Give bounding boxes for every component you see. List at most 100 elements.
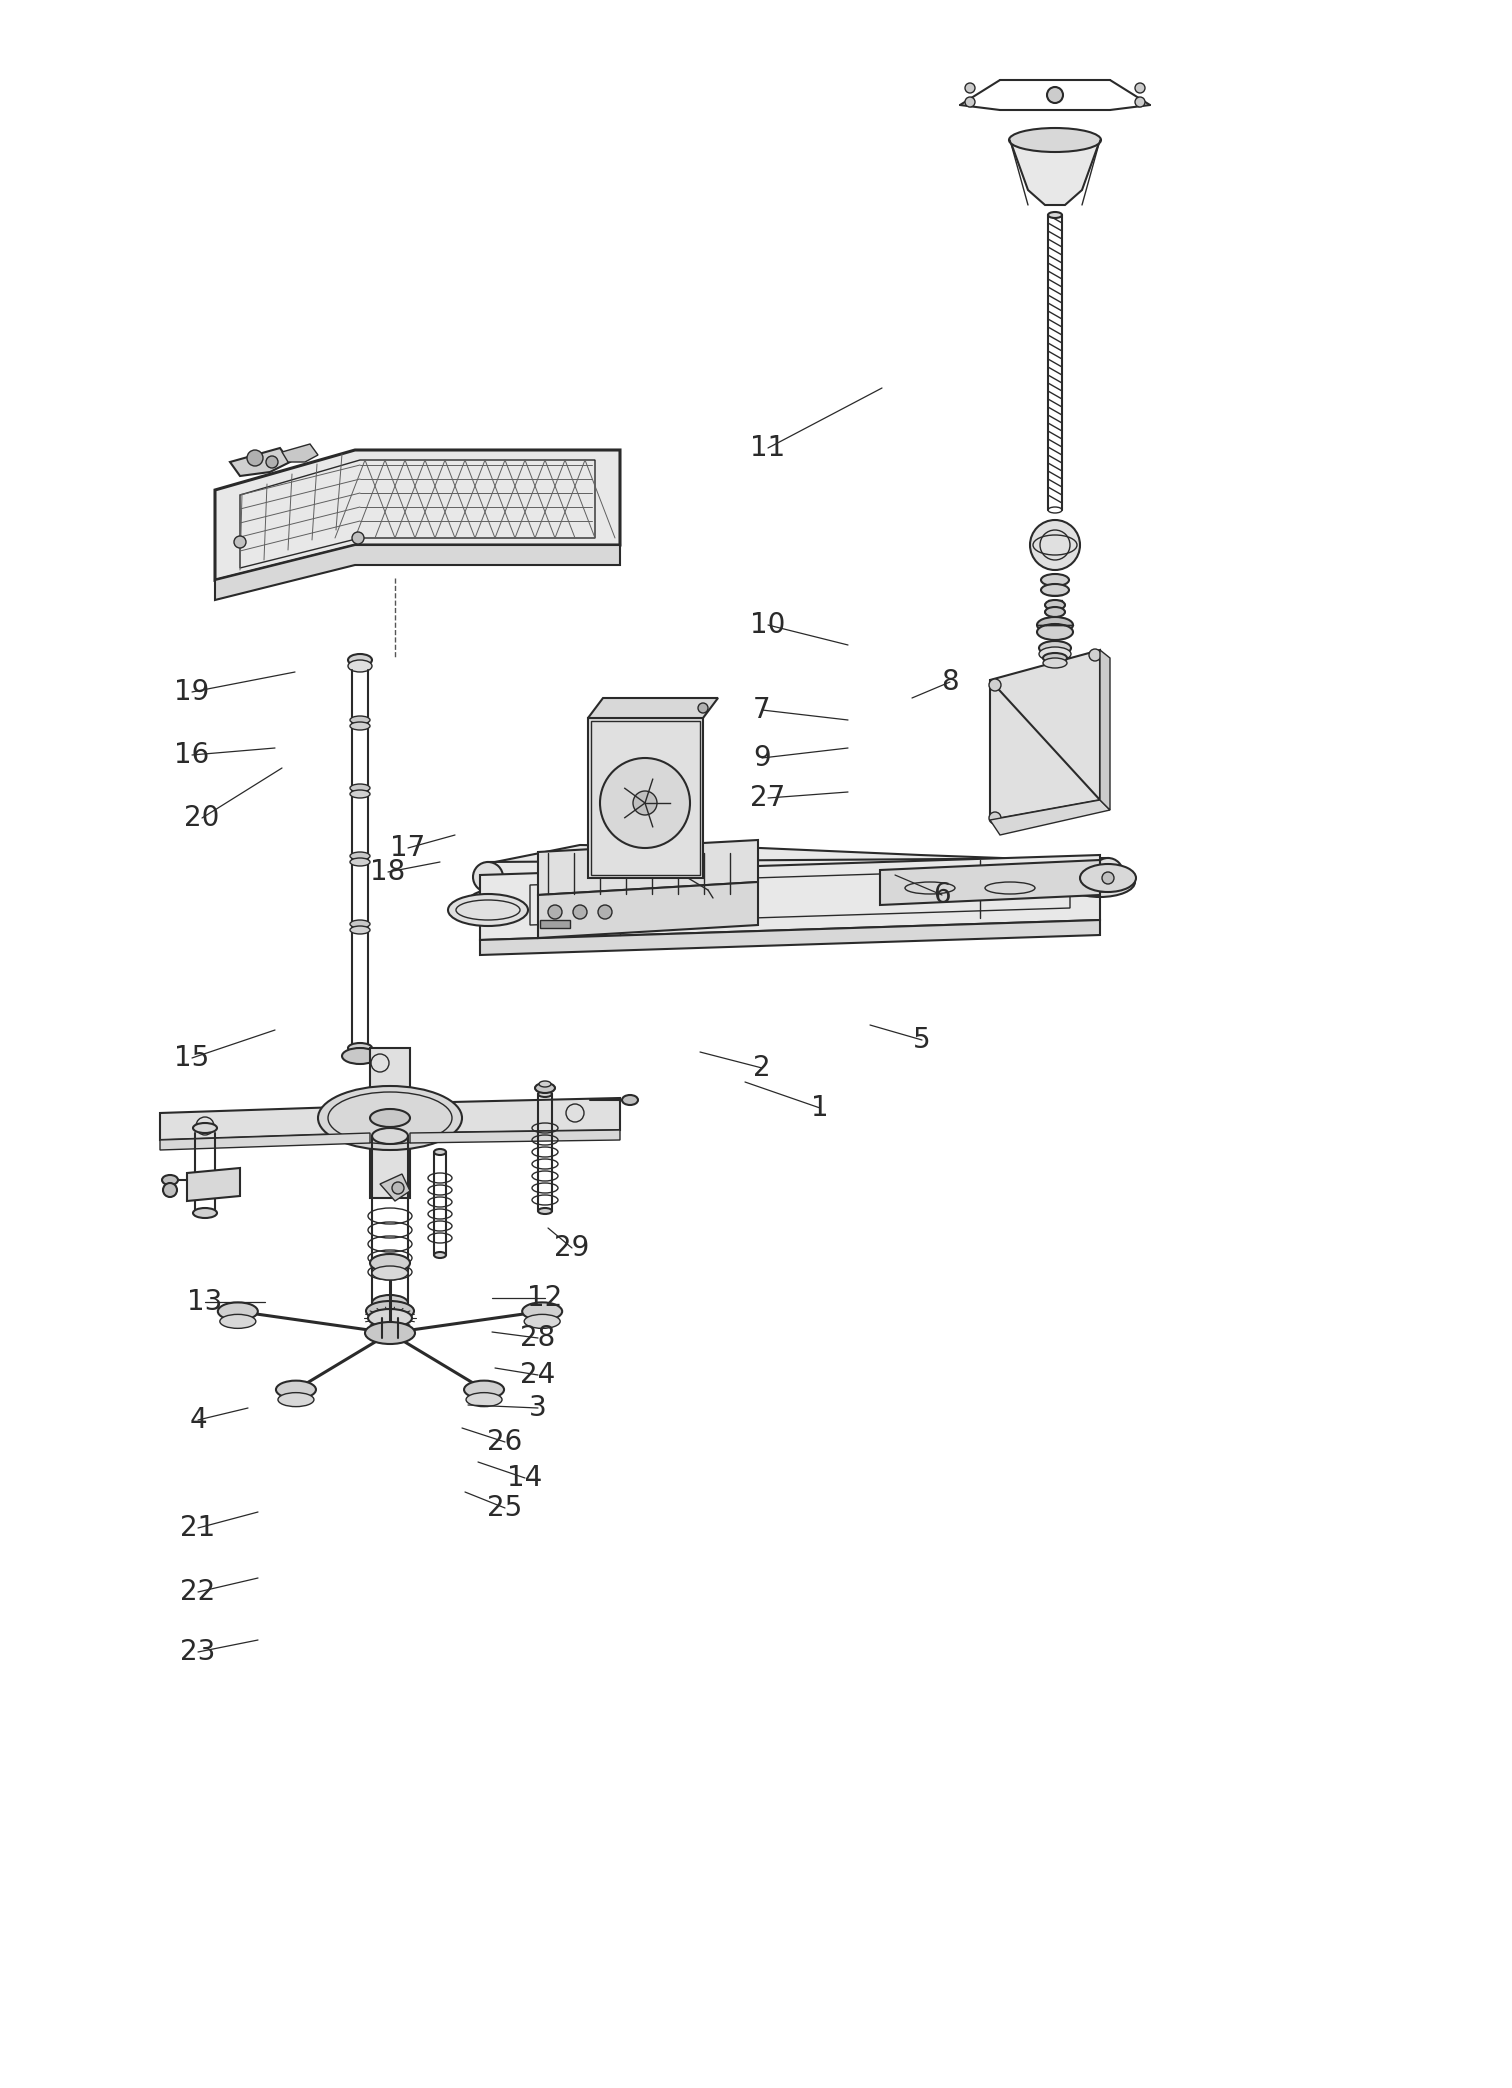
Ellipse shape <box>538 1209 552 1213</box>
Polygon shape <box>283 445 318 461</box>
Ellipse shape <box>1037 616 1074 633</box>
Ellipse shape <box>349 858 370 867</box>
Polygon shape <box>479 846 1110 892</box>
Ellipse shape <box>372 1265 408 1280</box>
Ellipse shape <box>349 722 370 731</box>
Ellipse shape <box>1030 520 1080 570</box>
Text: 11: 11 <box>750 434 786 461</box>
Polygon shape <box>990 800 1110 835</box>
Polygon shape <box>479 854 1101 940</box>
Ellipse shape <box>599 904 612 919</box>
Ellipse shape <box>525 1313 559 1328</box>
Polygon shape <box>410 1130 620 1142</box>
Text: 20: 20 <box>184 804 219 831</box>
Ellipse shape <box>1080 864 1136 892</box>
Ellipse shape <box>1043 658 1067 668</box>
Polygon shape <box>880 860 1101 904</box>
Ellipse shape <box>1040 574 1069 587</box>
Ellipse shape <box>600 758 689 848</box>
Polygon shape <box>187 1167 240 1201</box>
Bar <box>588 718 703 877</box>
Polygon shape <box>160 1134 370 1150</box>
Ellipse shape <box>194 1209 218 1217</box>
Ellipse shape <box>219 1313 256 1328</box>
Ellipse shape <box>466 887 555 923</box>
Polygon shape <box>230 449 290 476</box>
Text: 8: 8 <box>940 668 959 695</box>
Ellipse shape <box>434 1148 446 1155</box>
Ellipse shape <box>348 1044 372 1052</box>
Ellipse shape <box>194 1123 218 1134</box>
Polygon shape <box>990 649 1101 821</box>
Ellipse shape <box>349 852 370 860</box>
Ellipse shape <box>349 921 370 927</box>
Ellipse shape <box>1093 858 1123 887</box>
Text: 25: 25 <box>487 1495 523 1522</box>
Polygon shape <box>215 451 620 580</box>
Ellipse shape <box>965 84 975 94</box>
Polygon shape <box>215 545 620 599</box>
Text: 6: 6 <box>933 881 951 908</box>
Polygon shape <box>479 921 1101 954</box>
Ellipse shape <box>349 789 370 798</box>
Ellipse shape <box>370 1109 410 1128</box>
Text: 13: 13 <box>187 1288 222 1315</box>
Ellipse shape <box>246 451 263 466</box>
Polygon shape <box>1010 140 1101 205</box>
Ellipse shape <box>234 537 246 547</box>
Ellipse shape <box>547 904 562 919</box>
Text: 4: 4 <box>189 1405 207 1434</box>
Polygon shape <box>488 858 1108 892</box>
Bar <box>591 720 700 875</box>
Ellipse shape <box>278 1393 314 1407</box>
Polygon shape <box>370 1134 410 1199</box>
Ellipse shape <box>348 654 372 666</box>
Ellipse shape <box>1045 599 1064 610</box>
Ellipse shape <box>163 1184 177 1196</box>
Ellipse shape <box>1089 649 1101 662</box>
Ellipse shape <box>989 679 1001 691</box>
Polygon shape <box>370 1048 410 1102</box>
Ellipse shape <box>466 1393 502 1407</box>
Ellipse shape <box>1064 867 1136 898</box>
Ellipse shape <box>372 1128 408 1144</box>
Text: 5: 5 <box>913 1025 931 1054</box>
Ellipse shape <box>538 1092 552 1096</box>
Ellipse shape <box>989 812 1001 825</box>
Ellipse shape <box>535 1084 555 1092</box>
Ellipse shape <box>573 904 587 919</box>
Ellipse shape <box>1045 608 1064 616</box>
Ellipse shape <box>634 791 658 814</box>
Text: 7: 7 <box>753 695 771 725</box>
Ellipse shape <box>318 1086 463 1150</box>
Polygon shape <box>1101 649 1110 810</box>
Text: 16: 16 <box>174 741 210 768</box>
Ellipse shape <box>1009 127 1101 152</box>
Polygon shape <box>538 881 758 938</box>
Ellipse shape <box>364 1322 414 1345</box>
Text: 29: 29 <box>555 1234 590 1261</box>
Ellipse shape <box>348 660 372 672</box>
Text: 22: 22 <box>180 1579 216 1606</box>
Text: 24: 24 <box>520 1361 555 1389</box>
Text: 9: 9 <box>753 743 771 773</box>
Ellipse shape <box>342 1048 378 1065</box>
Ellipse shape <box>1102 873 1114 883</box>
Ellipse shape <box>349 783 370 791</box>
Ellipse shape <box>522 1303 562 1320</box>
Ellipse shape <box>448 894 528 925</box>
Polygon shape <box>410 1098 620 1134</box>
Ellipse shape <box>372 1295 408 1311</box>
Ellipse shape <box>1040 585 1069 595</box>
Ellipse shape <box>1046 88 1063 102</box>
Text: 23: 23 <box>180 1637 216 1666</box>
Text: 1: 1 <box>810 1094 829 1121</box>
Polygon shape <box>380 1173 410 1201</box>
Ellipse shape <box>434 1253 446 1257</box>
Ellipse shape <box>699 704 708 712</box>
Ellipse shape <box>277 1380 316 1399</box>
Text: 21: 21 <box>180 1514 216 1543</box>
Ellipse shape <box>1136 84 1145 94</box>
Text: 17: 17 <box>390 833 425 862</box>
Ellipse shape <box>349 716 370 725</box>
